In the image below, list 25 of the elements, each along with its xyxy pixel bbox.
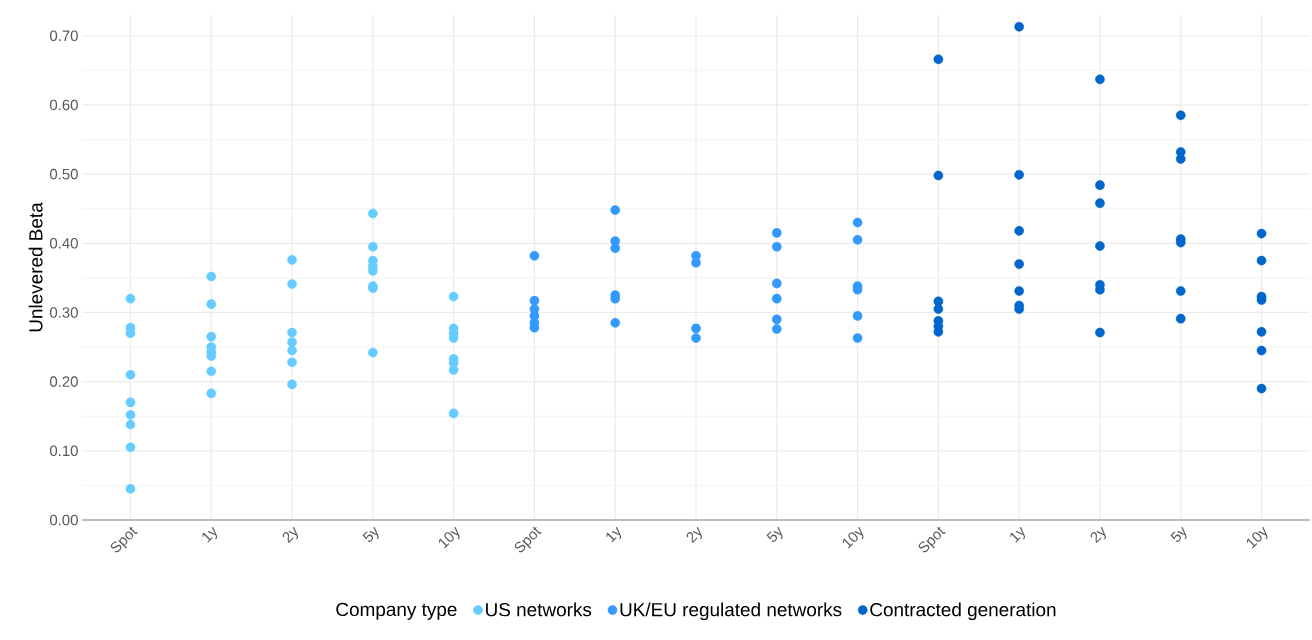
x-tick-label: 2y bbox=[686, 526, 702, 543]
x-tick-label: 2y bbox=[282, 526, 299, 543]
x-tick-label: 5y bbox=[362, 526, 379, 542]
y-tick-label: 0.10 bbox=[49, 445, 78, 457]
legend-label: UK/EU regulated networks bbox=[620, 602, 842, 621]
x-tick-label: 10y bbox=[842, 526, 864, 549]
x-tick-label: 1y bbox=[202, 526, 218, 543]
legend-label: Contracted generation bbox=[870, 602, 1056, 621]
y-tick-label: 0.70 bbox=[49, 30, 78, 42]
y-tick-label: 0.30 bbox=[49, 307, 78, 318]
x-tick-label: 10y bbox=[1246, 526, 1268, 549]
y-tick-label: 0.50 bbox=[49, 168, 78, 180]
x-tick-label: 5y bbox=[1170, 526, 1187, 542]
y-tick-label: 0.60 bbox=[49, 99, 78, 111]
legend-title: Company type bbox=[336, 602, 457, 620]
y-tick-label: 0.40 bbox=[49, 238, 78, 249]
legend-label: US networks bbox=[486, 602, 592, 617]
x-tick-label: 1y bbox=[606, 526, 622, 543]
x-tick-label: 5y bbox=[766, 526, 783, 542]
x-tick-label: 2y bbox=[1090, 526, 1106, 543]
x-tick-label: 1y bbox=[1010, 526, 1025, 543]
y-tick-label: 0.00 bbox=[49, 514, 78, 526]
x-tick-label: 10y bbox=[438, 526, 460, 549]
y-axis-title: Unlevered Beta bbox=[28, 202, 43, 332]
y-tick-label: 0.20 bbox=[49, 376, 78, 387]
